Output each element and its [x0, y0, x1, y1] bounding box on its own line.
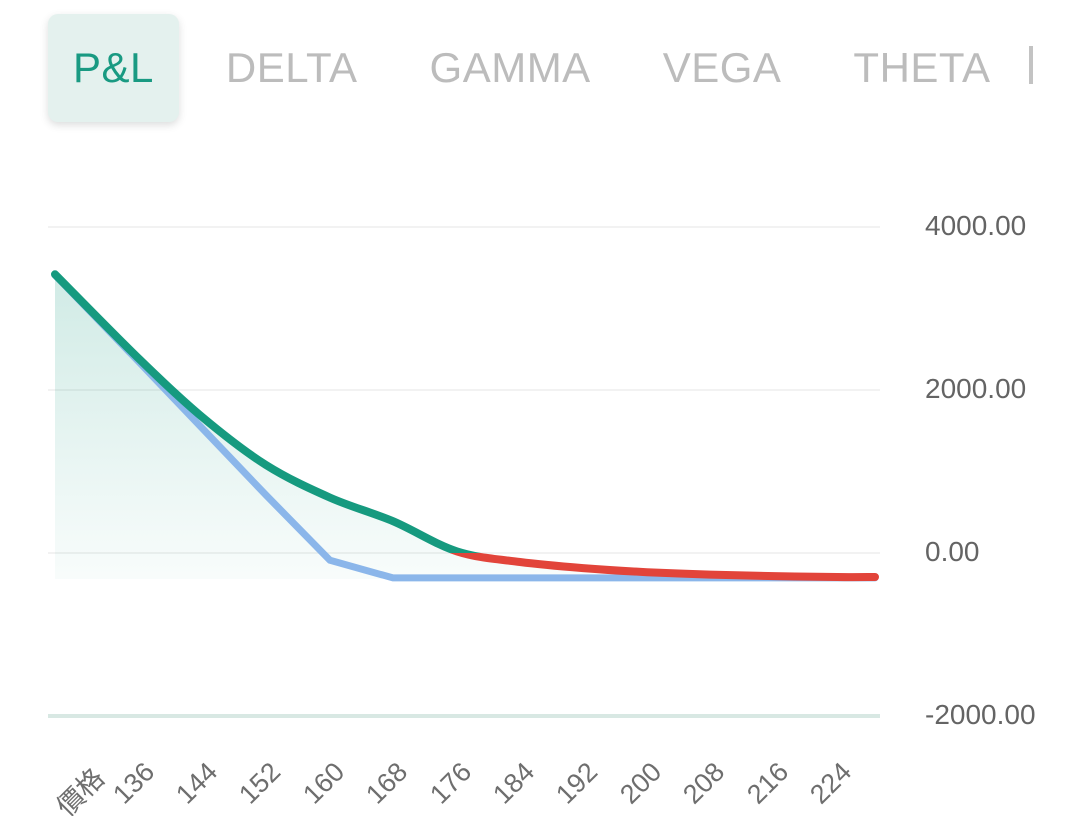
tab-vega[interactable]: VEGA	[662, 44, 782, 91]
y-tick-label: 0.00	[925, 536, 980, 567]
y-tick-label: 2000.00	[925, 373, 1027, 404]
partial-next-tab-sliver[interactable]	[1029, 46, 1033, 84]
y-tick-label: -2000.00	[925, 699, 1036, 730]
tab-delta[interactable]: DELTA	[225, 44, 358, 91]
pnl-area-fill	[55, 274, 875, 579]
y-tick-label: 4000.00	[925, 210, 1027, 241]
tab-bar: P&L DELTA GAMMA VEGA THETA	[48, 14, 1015, 122]
tab-gamma[interactable]: GAMMA	[429, 44, 591, 91]
current-pnl-curve-negative	[449, 553, 879, 582]
tab-pnl[interactable]: P&L	[48, 14, 179, 122]
tab-theta[interactable]: THETA	[853, 44, 991, 91]
current-pnl-curve-positive	[51, 270, 482, 553]
